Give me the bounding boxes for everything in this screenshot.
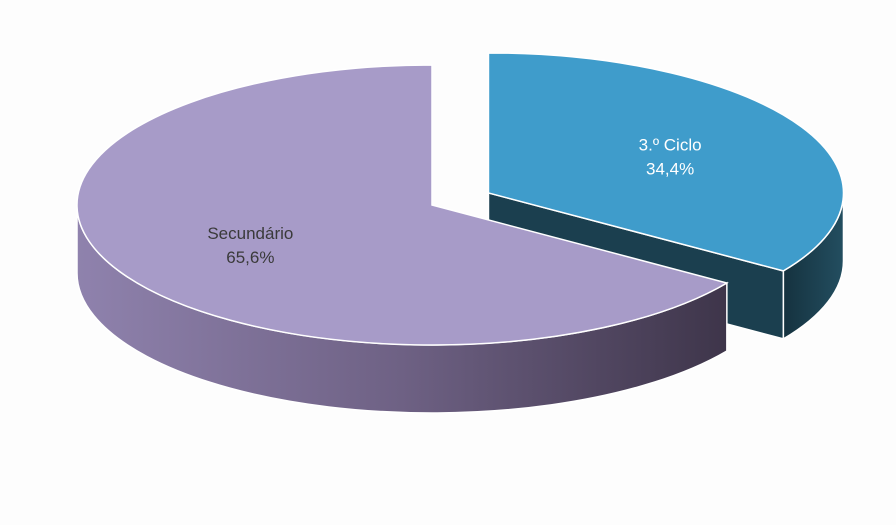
pie-slice-1	[76, 64, 729, 346]
pie-labels: 3.º Ciclo 34,4% Secundário 65,6%	[207, 136, 701, 267]
pie-slice-label-1: Secundário	[207, 224, 293, 243]
pie-slice-0	[487, 52, 845, 272]
pie-slice-value-1: 65,6%	[226, 248, 274, 267]
pie-tops	[76, 52, 845, 346]
pie-slice-value-0: 34,4%	[646, 160, 694, 179]
pie-slice-label-0: 3.º Ciclo	[639, 136, 702, 155]
